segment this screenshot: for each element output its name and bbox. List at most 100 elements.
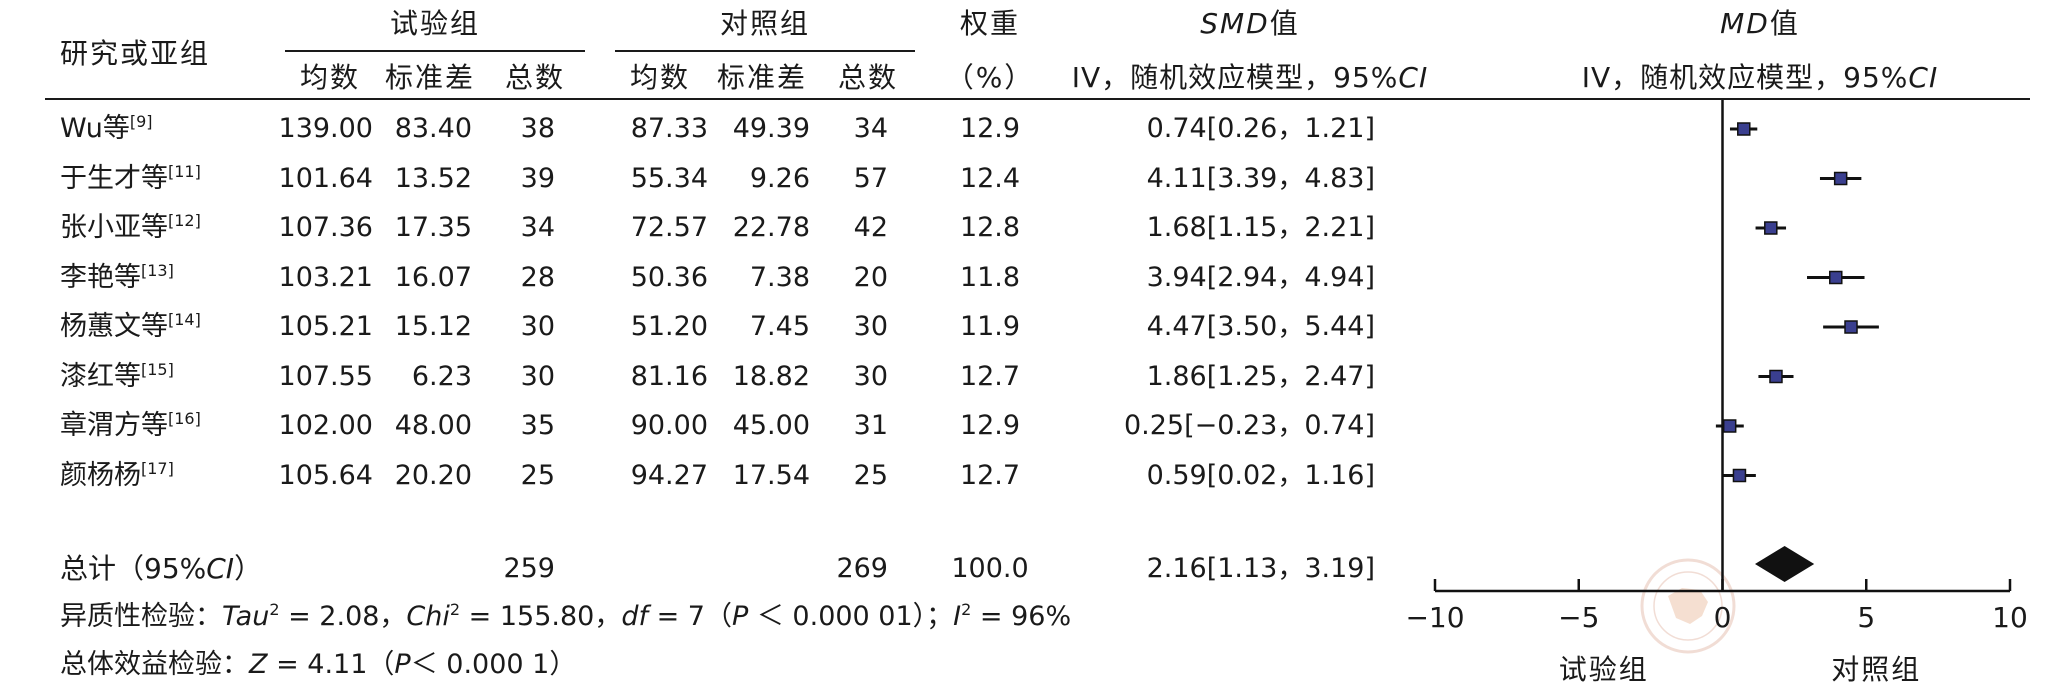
exp-n: 35 (520, 410, 555, 441)
exp-sd: 83.40 (394, 113, 472, 144)
study-name: 杨蕙文等[14] (60, 310, 201, 342)
ctrl-total-header: 总数 (837, 61, 898, 94)
study-name: Wu等[9] (60, 112, 153, 144)
exp-n: 39 (520, 162, 555, 194)
x-tick-label: 10 (1992, 601, 2028, 634)
study-name: 颜杨杨[17] (60, 458, 174, 491)
x-tick-label: 5 (1857, 601, 1875, 634)
watermark-seal (1640, 558, 1736, 654)
ctrl-sd: 17.54 (732, 459, 810, 491)
ci: 1.68[1.15，2.21] (1146, 212, 1375, 243)
overall-effect-test: 总体效益检验：Z = 4.11（P＜ 0.000 1） (60, 649, 577, 680)
ctrl-n: 42 (853, 212, 888, 243)
heterogeneity-test: 异质性检验：Tau2 = 2.08，Chi2 = 155.80，df = 7（P… (60, 600, 1072, 632)
study-point-square (1737, 122, 1751, 136)
exp-mean: 139.00 (278, 113, 373, 144)
ci: 0.74[0.26，1.21] (1146, 113, 1375, 144)
experimental-group-rule (285, 50, 585, 52)
exp-mean: 102.00 (278, 410, 373, 441)
weight-header: 权重 (959, 7, 1020, 40)
ctrl-n: 20 (853, 261, 888, 293)
ctrl-n: 57 (853, 162, 888, 194)
ctrl-mean-header: 均数 (629, 61, 690, 94)
weight: 12.7 (959, 459, 1021, 491)
ctrl-sd: 49.39 (732, 113, 810, 144)
total-ci: 2.16[1.13，3.19] (1146, 553, 1375, 584)
weight-unit-header: （%） (945, 61, 1035, 94)
study-point-square (1722, 419, 1737, 433)
control-group-header: 对照组 (719, 7, 810, 40)
exp-sd: 17.35 (394, 212, 472, 243)
study-name: 张小亚等[12] (60, 211, 201, 243)
ctrl-n: 34 (853, 113, 888, 144)
x-tick-label: 0 (1714, 601, 1732, 634)
study-name: 于生才等[11] (60, 161, 201, 194)
pooled-diamond (1754, 546, 1815, 582)
study-point-square (1764, 221, 1778, 235)
smd-header: SMD值 (1200, 7, 1300, 40)
study-column-header: 研究或亚组 (60, 37, 211, 70)
exp-mean: 103.21 (278, 261, 373, 293)
x-tick-label: −5 (1558, 601, 1599, 634)
exp-n: 30 (520, 360, 555, 392)
control-group-rule (615, 50, 915, 52)
exp-mean: 101.64 (278, 162, 373, 194)
exp-n: 28 (520, 261, 555, 293)
ctrl-n: 25 (853, 459, 888, 491)
exp-sd: 13.52 (394, 162, 472, 194)
exp-sd: 6.23 (411, 360, 472, 392)
study-point-square (1732, 468, 1747, 483)
exp-mean: 105.21 (278, 311, 373, 342)
md-method-header: IV，随机效应模型，95%CI (1581, 61, 1939, 94)
ctrl-mean: 72.57 (630, 212, 708, 243)
weight: 12.7 (959, 360, 1021, 392)
weight: 12.9 (959, 113, 1021, 144)
smd-method-header: IV，随机效应模型，95%CI (1071, 61, 1429, 94)
exp-sd: 15.12 (394, 311, 472, 342)
study-point-square (1844, 320, 1858, 334)
study-point-square (1769, 369, 1783, 384)
study-name: 李艳等[13] (60, 260, 174, 293)
header-bottom-rule (45, 98, 2030, 100)
exp-mean: 107.55 (278, 360, 373, 392)
experimental-group-header: 试验组 (389, 7, 480, 40)
exp-mean-header: 均数 (299, 61, 360, 94)
ci: 1.86[1.25，2.47] (1146, 360, 1375, 392)
ctrl-sd: 9.26 (749, 162, 810, 194)
exp-mean: 107.36 (278, 212, 373, 243)
ctrl-sd: 7.45 (749, 311, 810, 342)
weight: 11.9 (959, 311, 1021, 342)
exp-sd: 20.20 (394, 459, 472, 491)
exp-n: 34 (520, 212, 555, 243)
ctrl-n: 31 (853, 410, 888, 441)
exp-n: 38 (520, 113, 555, 144)
favours-left-label: 试验组 (1559, 653, 1649, 686)
ci: 3.94[2.94，4.94] (1146, 261, 1375, 293)
total-exp-n: 259 (503, 553, 555, 584)
ctrl-mean: 81.16 (630, 360, 708, 392)
ctrl-mean: 55.34 (630, 162, 708, 194)
x-tick-label: −10 (1405, 601, 1464, 634)
total-ctrl-n: 269 (836, 553, 888, 584)
ctrl-sd: 45.00 (732, 410, 810, 441)
exp-sd-header: 标准差 (384, 61, 475, 94)
ctrl-sd: 7.38 (749, 261, 810, 293)
ci: 4.11[3.39，4.83] (1146, 162, 1375, 194)
favours-right-label: 对照组 (1831, 653, 1921, 686)
ci: 4.47[3.50，5.44] (1146, 311, 1375, 342)
exp-mean: 105.64 (278, 459, 373, 491)
ci: 0.25[−0.23，0.74] (1123, 410, 1375, 441)
ctrl-mean: 90.00 (630, 410, 708, 441)
exp-sd: 16.07 (394, 261, 472, 293)
weight: 11.8 (959, 261, 1021, 293)
ctrl-sd: 22.78 (732, 212, 810, 243)
total-weight: 100.0 (951, 553, 1029, 584)
md-header: MD值 (1720, 7, 1800, 40)
total-label: 总计（95%CI） (60, 552, 263, 585)
ctrl-n: 30 (853, 360, 888, 392)
ctrl-sd: 18.82 (732, 360, 810, 392)
ctrl-mean: 87.33 (630, 113, 708, 144)
exp-n: 30 (520, 311, 555, 342)
